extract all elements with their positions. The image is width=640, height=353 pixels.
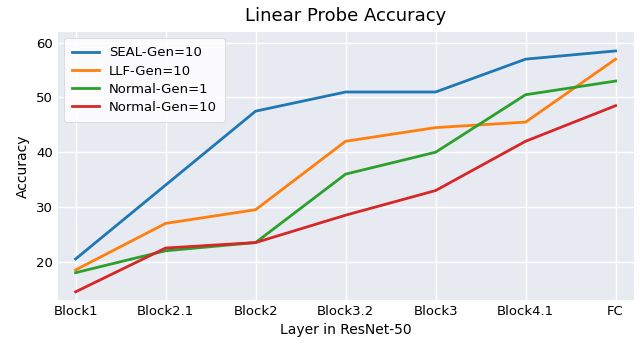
Normal-Gen=1 — [342, 172, 349, 176]
SEAL-Gen=10 — [522, 57, 529, 61]
SEAL-Gen=10 — [612, 49, 620, 53]
LLF-Gen=10 — [162, 221, 170, 226]
Normal-Gen=1 — [162, 249, 170, 253]
Normal-Gen=10 — [522, 139, 529, 143]
Normal-Gen=10 — [162, 246, 170, 250]
LLF-Gen=10 — [342, 139, 349, 143]
Title: Linear Probe Accuracy: Linear Probe Accuracy — [245, 7, 446, 25]
Line: Normal-Gen=10: Normal-Gen=10 — [76, 106, 616, 292]
SEAL-Gen=10 — [252, 109, 259, 113]
Normal-Gen=1 — [252, 240, 259, 245]
LLF-Gen=10 — [432, 125, 440, 130]
X-axis label: Layer in ResNet-50: Layer in ResNet-50 — [280, 323, 412, 337]
Line: Normal-Gen=1: Normal-Gen=1 — [76, 81, 616, 273]
Normal-Gen=10 — [72, 290, 79, 294]
Normal-Gen=1 — [612, 79, 620, 83]
SEAL-Gen=10 — [72, 257, 79, 261]
LLF-Gen=10 — [522, 120, 529, 124]
Normal-Gen=10 — [612, 103, 620, 108]
Normal-Gen=10 — [342, 213, 349, 217]
Normal-Gen=1 — [432, 150, 440, 154]
Line: SEAL-Gen=10: SEAL-Gen=10 — [76, 51, 616, 259]
SEAL-Gen=10 — [162, 183, 170, 187]
Normal-Gen=10 — [252, 240, 259, 245]
SEAL-Gen=10 — [432, 90, 440, 94]
Normal-Gen=10 — [432, 189, 440, 193]
Normal-Gen=1 — [72, 270, 79, 275]
Normal-Gen=1 — [522, 92, 529, 97]
SEAL-Gen=10 — [342, 90, 349, 94]
Line: LLF-Gen=10: LLF-Gen=10 — [76, 59, 616, 270]
LLF-Gen=10 — [612, 57, 620, 61]
LLF-Gen=10 — [72, 268, 79, 272]
LLF-Gen=10 — [252, 208, 259, 212]
Y-axis label: Accuracy: Accuracy — [16, 134, 30, 198]
Legend: SEAL-Gen=10, LLF-Gen=10, Normal-Gen=1, Normal-Gen=10: SEAL-Gen=10, LLF-Gen=10, Normal-Gen=1, N… — [64, 38, 225, 122]
